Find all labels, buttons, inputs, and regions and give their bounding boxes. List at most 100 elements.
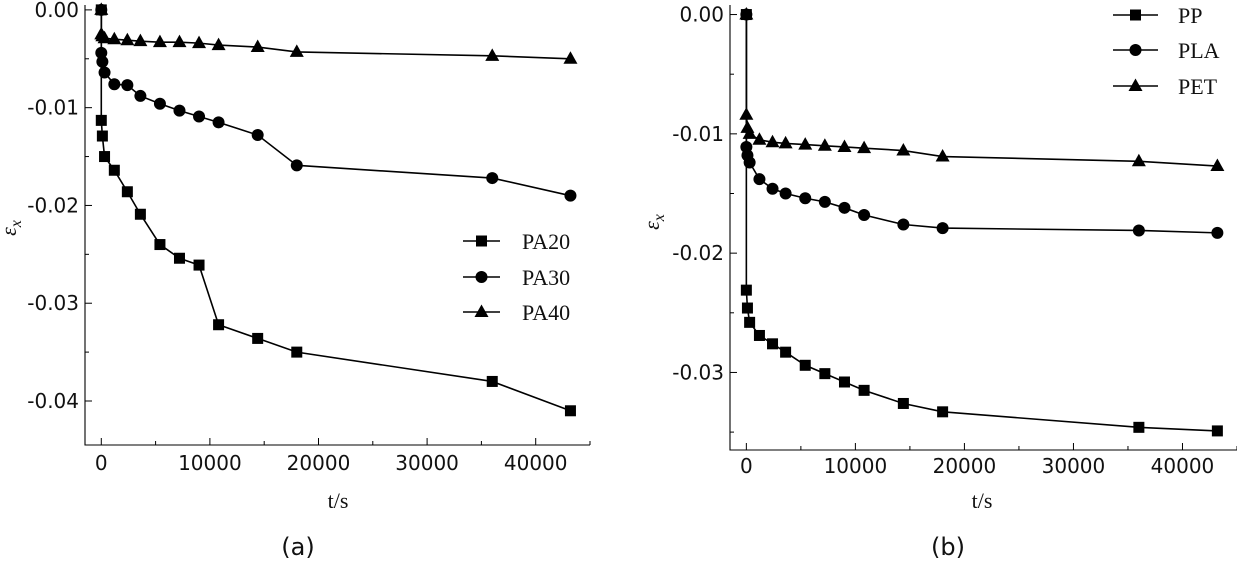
series-line <box>745 14 1218 234</box>
y-tick-label: -0.04 <box>27 389 79 413</box>
data-point <box>133 33 148 47</box>
data-point <box>1210 158 1225 172</box>
data-point <box>753 173 766 186</box>
data-point <box>744 316 756 328</box>
data-point <box>765 134 780 148</box>
data-point <box>154 239 166 251</box>
y-tick-label: -0.03 <box>27 291 79 315</box>
legend-entry: PP <box>1113 3 1202 28</box>
data-point <box>94 2 109 15</box>
data-point <box>96 130 108 142</box>
y-tick-label: -0.02 <box>672 241 724 265</box>
data-point <box>818 195 831 208</box>
data-point <box>838 201 851 214</box>
data-point <box>780 346 792 358</box>
data-point <box>172 34 187 48</box>
data-point <box>752 132 767 145</box>
legend-label: PET <box>1178 74 1218 99</box>
data-point <box>767 338 779 350</box>
data-point <box>798 137 813 150</box>
x-tick-label: 30000 <box>395 451 459 475</box>
y-tick-label: 0.00 <box>679 3 724 27</box>
data-point <box>1211 226 1224 239</box>
data-point <box>742 126 757 139</box>
data-point <box>289 44 304 57</box>
data-point <box>897 397 909 409</box>
data-point <box>741 302 753 314</box>
data-point <box>753 329 765 341</box>
data-point <box>740 284 752 296</box>
data-point <box>837 139 852 152</box>
data-point <box>173 252 185 264</box>
data-point <box>153 97 166 110</box>
series-pet <box>739 7 1225 172</box>
x-axis-title: t/s <box>328 488 349 513</box>
data-point <box>99 151 111 163</box>
data-point <box>486 172 499 185</box>
data-point <box>739 7 754 20</box>
series-line <box>100 9 571 412</box>
series-line <box>100 9 571 60</box>
data-point <box>121 186 133 198</box>
data-point <box>563 51 578 64</box>
series-pp <box>740 9 1223 437</box>
data-point <box>896 143 911 156</box>
legend-marker <box>475 271 488 283</box>
panel-label: (a) <box>281 533 314 561</box>
legend-marker <box>1129 44 1142 56</box>
data-point <box>252 332 264 344</box>
y-axis-symbol: ε <box>0 227 21 236</box>
data-point <box>779 187 792 200</box>
x-tick-label: 20000 <box>287 451 351 475</box>
data-point <box>936 222 949 235</box>
data-point <box>564 405 576 417</box>
data-point <box>897 218 910 231</box>
data-point <box>819 368 831 380</box>
y-tick-label: -0.01 <box>672 122 724 146</box>
data-point <box>778 135 793 149</box>
legend-marker <box>474 304 489 317</box>
legend-marker <box>476 235 487 247</box>
y-axis-subscript: x <box>8 220 25 228</box>
data-point <box>193 259 205 271</box>
legend-entry: PET <box>1113 74 1218 99</box>
axes-frame <box>729 5 1237 451</box>
y-axis-title: εx <box>639 214 668 230</box>
data-point <box>95 114 107 126</box>
data-point <box>107 31 122 45</box>
data-point <box>173 104 186 117</box>
y-axis-symbol: ε <box>639 221 664 230</box>
data-point <box>564 189 577 202</box>
legend-entry: PA30 <box>463 265 570 290</box>
x-tick-label: 20000 <box>933 454 997 478</box>
legend-label: PA20 <box>522 229 570 254</box>
data-point <box>134 89 147 102</box>
data-point <box>766 182 779 195</box>
data-point <box>858 208 871 221</box>
x-tick-label: 10000 <box>178 451 242 475</box>
data-point <box>251 129 264 142</box>
series-line <box>100 9 571 197</box>
series-line <box>745 14 1218 432</box>
data-point <box>250 39 265 53</box>
panel-a: 0 10000 20000 30000 40000 0.00 -0.01 -0.02 -0.03… <box>0 0 591 561</box>
data-point <box>211 37 226 51</box>
x-tick-label: 40000 <box>1151 454 1215 478</box>
legend-marker <box>1130 9 1141 21</box>
legend-label: PP <box>1178 3 1202 28</box>
legend-label: PA30 <box>522 265 570 290</box>
x-tick-label: 10000 <box>824 454 888 478</box>
data-point <box>98 66 111 79</box>
data-point <box>192 35 207 49</box>
series-pla <box>740 8 1224 239</box>
legend-label: PA40 <box>522 300 570 325</box>
data-point <box>799 359 811 371</box>
data-point <box>838 376 850 388</box>
legend-label: PLA <box>1178 38 1220 63</box>
data-point <box>858 384 870 396</box>
data-point <box>485 48 500 61</box>
series-pa40 <box>94 2 578 64</box>
y-axis-subscript: x <box>651 214 668 222</box>
data-point <box>120 32 135 46</box>
